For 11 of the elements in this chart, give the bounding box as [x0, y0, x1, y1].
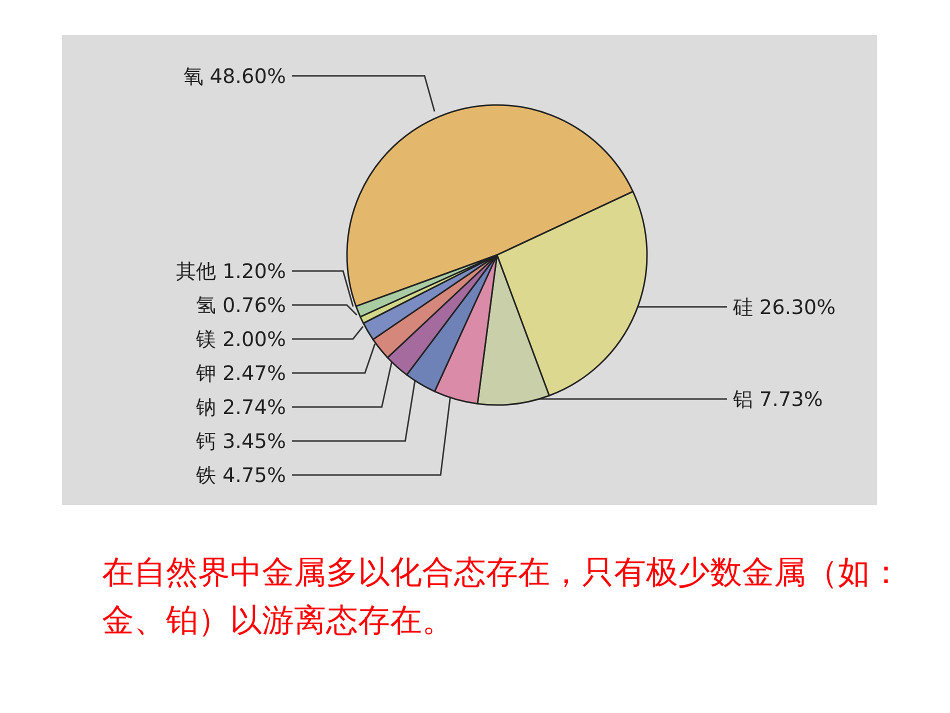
slice-label: 钾 2.47%	[195, 361, 286, 385]
slice-label: 铝 7.73%	[732, 387, 823, 412]
slice-label: 钙 3.45%	[195, 429, 286, 453]
slice-label: 镁 2.00%	[195, 327, 286, 351]
slice-label: 钠 2.74%	[195, 395, 286, 419]
text: 在自然界中金属多以化合态存在，只有极少数金属（如：金、铂）以游离态存在。	[102, 552, 903, 641]
slice-label: 硅 26.30%	[732, 294, 836, 319]
slice-label: 氢 0.76%	[196, 293, 286, 317]
slice-label: 铁 4.75%	[195, 463, 286, 487]
slice-label: 氧 48.60%	[183, 64, 286, 88]
slice-label: 其他 1.20%	[176, 259, 286, 283]
